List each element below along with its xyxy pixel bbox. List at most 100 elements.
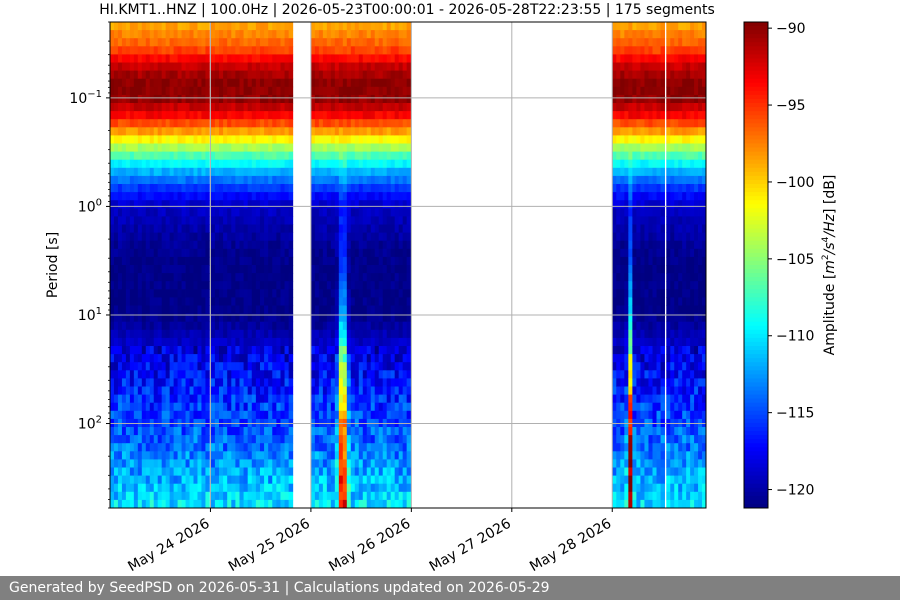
heatmap-cell <box>165 94 171 104</box>
heatmap-cell <box>346 443 352 452</box>
heatmap-cell <box>149 175 155 185</box>
heatmap-cell <box>660 491 665 501</box>
heatmap-cell <box>350 386 356 395</box>
heatmap-cell <box>334 127 340 136</box>
heatmap-cell <box>251 337 257 347</box>
heatmap-cell <box>185 22 190 31</box>
heatmap-cell <box>612 78 617 88</box>
heatmap-cell <box>145 337 151 347</box>
heatmap-cell <box>137 248 143 258</box>
heatmap-cell <box>113 94 119 104</box>
heatmap-cell <box>620 167 625 177</box>
heatmap-cell <box>153 273 159 282</box>
heatmap-cell <box>165 475 171 485</box>
heatmap-cell <box>644 427 649 436</box>
heatmap-cell <box>185 305 190 314</box>
heatmap-cell <box>247 273 253 282</box>
heatmap-cell <box>235 256 240 266</box>
heatmap-cell <box>640 127 645 136</box>
heatmap-cell <box>227 143 232 152</box>
heatmap-cell <box>110 216 115 225</box>
heatmap-cell <box>177 151 182 161</box>
heatmap-cell <box>382 38 388 47</box>
heatmap-cell <box>239 248 244 258</box>
heatmap-cell <box>218 54 224 63</box>
heatmap-cell <box>402 22 408 31</box>
heatmap-cell <box>288 159 294 169</box>
heatmap-cell <box>243 256 249 266</box>
heatmap-cell <box>214 410 220 420</box>
heatmap-cell <box>133 151 139 161</box>
heatmap-cell <box>402 443 408 452</box>
heatmap-cell <box>141 378 147 387</box>
heatmap-cell <box>129 402 135 412</box>
heatmap-cell <box>165 70 171 80</box>
heatmap-cell <box>125 483 131 493</box>
heatmap-cell <box>640 192 645 201</box>
heatmap-cell <box>177 135 182 144</box>
heatmap-cell <box>218 240 224 250</box>
heatmap-cell <box>268 443 273 452</box>
heatmap-cell <box>358 167 364 177</box>
heatmap-cell <box>247 459 253 468</box>
heatmap-cell <box>612 159 617 169</box>
heatmap-cell <box>223 208 228 217</box>
heatmap-cell <box>125 346 131 355</box>
heatmap-cell <box>181 167 186 177</box>
heatmap-cell <box>330 305 336 314</box>
heatmap-cell <box>322 127 328 136</box>
heatmap-cell <box>231 151 236 161</box>
heatmap-cell <box>280 184 285 193</box>
heatmap-cell <box>370 451 376 460</box>
heatmap-cell <box>165 30 171 39</box>
heatmap-cell <box>255 22 261 31</box>
heatmap-cell <box>334 305 340 314</box>
heatmap-cell <box>227 297 232 306</box>
heatmap-cell <box>181 111 186 120</box>
heatmap-cell <box>660 289 665 298</box>
heatmap-cell <box>394 459 400 468</box>
heatmap-cell <box>268 62 273 71</box>
heatmap-cell <box>628 394 633 404</box>
heatmap-cell <box>378 483 384 493</box>
heatmap-cell <box>318 499 324 509</box>
heatmap-cell <box>239 467 244 476</box>
heatmap-cell <box>354 167 360 177</box>
heatmap-cell <box>255 386 261 395</box>
heatmap-cell <box>362 22 368 31</box>
heatmap-cell <box>342 378 348 387</box>
heatmap-cell <box>145 394 151 404</box>
heatmap-cell <box>129 94 135 104</box>
heatmap-cell <box>169 467 175 476</box>
heatmap-cell <box>223 22 228 31</box>
heatmap-cell <box>255 256 261 266</box>
heatmap-cell <box>284 451 290 460</box>
heatmap-cell <box>624 86 629 96</box>
heatmap-cell <box>137 289 143 298</box>
heatmap-cell <box>137 265 143 274</box>
heatmap-cell <box>227 135 232 144</box>
heatmap-cell <box>149 216 155 225</box>
heatmap-cell <box>636 256 641 266</box>
heatmap-cell <box>616 394 621 404</box>
heatmap-cell <box>223 70 228 80</box>
heatmap-cell <box>276 192 281 201</box>
heatmap-cell <box>632 305 637 314</box>
heatmap-cell <box>264 38 269 47</box>
heatmap-cell <box>318 427 324 436</box>
heatmap-cell <box>616 313 621 323</box>
heatmap-cell <box>165 135 171 144</box>
heatmap-cell <box>255 467 261 476</box>
heatmap-cell <box>141 192 147 201</box>
heatmap-cell <box>121 370 127 379</box>
heatmap-cell <box>370 78 376 88</box>
heatmap-cell <box>280 46 285 55</box>
heatmap-cell <box>636 297 641 306</box>
heatmap-cell <box>314 313 320 323</box>
heatmap-cell <box>330 435 336 444</box>
heatmap-cell <box>624 499 629 509</box>
heatmap-cell <box>386 370 392 379</box>
heatmap-cell <box>318 62 324 71</box>
heatmap-cell <box>628 491 633 501</box>
heatmap-cell <box>390 175 396 185</box>
